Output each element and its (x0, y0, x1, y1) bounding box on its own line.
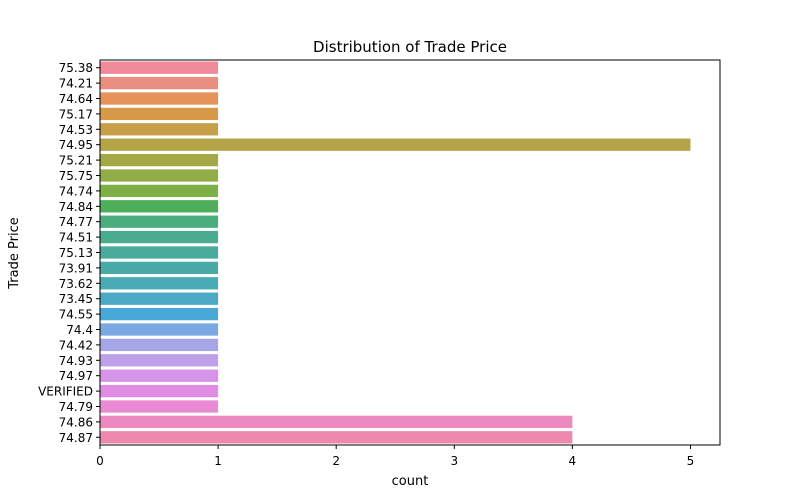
bar-0 (100, 61, 219, 74)
x-tick-label: 2 (332, 454, 340, 468)
bar-16 (100, 307, 219, 321)
bar-13 (100, 261, 219, 275)
plot-frame (99, 59, 721, 446)
x-ticks-group: 0 1 2 3 4 5 (96, 445, 694, 468)
y-axis-label: Trade Price (7, 217, 22, 289)
bar-2 (100, 92, 219, 105)
y-tick-label: 74.93 (59, 354, 93, 368)
y-tick-label: 74.97 (59, 369, 93, 383)
bar-17 (100, 323, 219, 336)
y-tick-label: 75.17 (59, 107, 93, 121)
x-axis-label: count (392, 474, 429, 489)
bar-19 (100, 354, 219, 367)
y-tick-label: 73.62 (59, 277, 93, 291)
y-tick-label: 74.51 (59, 231, 93, 245)
y-tick-label: 74.84 (59, 200, 93, 214)
bar-6 (100, 153, 219, 167)
bars-group (100, 61, 691, 444)
y-tick-label: 74.79 (59, 400, 93, 414)
bar-1 (100, 76, 219, 90)
y-tick-label: 74.74 (59, 184, 93, 198)
y-tick-label: 74.4 (66, 323, 93, 337)
y-tick-label: 74.55 (59, 308, 93, 322)
bar-15 (100, 292, 219, 305)
bar-4 (100, 123, 219, 136)
y-tick-label: 75.38 (59, 61, 93, 75)
bar-24 (100, 431, 573, 444)
x-tick-label: 0 (96, 454, 104, 468)
y-tick-label: 74.77 (59, 215, 93, 229)
x-tick-label: 3 (450, 454, 458, 468)
y-tick-label: 74.95 (59, 138, 93, 152)
y-tick-label: VERIFIED (38, 385, 93, 399)
bar-3 (100, 107, 219, 121)
x-tick-label: 5 (687, 454, 695, 468)
bar-23 (100, 415, 573, 429)
y-tick-label: 74.53 (59, 123, 93, 137)
bar-11 (100, 230, 219, 244)
bar-5 (100, 138, 691, 151)
y-tick-label: 74.64 (59, 92, 93, 106)
y-tick-label: 74.42 (59, 338, 93, 352)
bar-22 (100, 400, 219, 413)
x-tick-label: 1 (214, 454, 222, 468)
y-tick-label: 74.87 (59, 431, 93, 445)
chart-title: Distribution of Trade Price (313, 38, 507, 56)
y-tick-label: 75.21 (59, 154, 93, 168)
y-tick-label: 75.75 (59, 169, 93, 183)
bar-14 (100, 277, 219, 290)
y-tick-label: 73.91 (59, 261, 93, 275)
y-tick-label: 74.86 (59, 415, 93, 429)
bar-7 (100, 169, 219, 182)
bar-9 (100, 200, 219, 213)
x-tick-label: 4 (569, 454, 577, 468)
y-tick-label: 74.21 (59, 77, 93, 91)
bar-12 (100, 246, 219, 259)
bar-8 (100, 184, 219, 198)
bar-21 (100, 384, 219, 398)
y-tick-label: 75.13 (59, 246, 93, 260)
bar-18 (100, 338, 219, 352)
bar-20 (100, 369, 219, 382)
y-tick-label: 73.45 (59, 292, 93, 306)
bar-10 (100, 215, 219, 228)
